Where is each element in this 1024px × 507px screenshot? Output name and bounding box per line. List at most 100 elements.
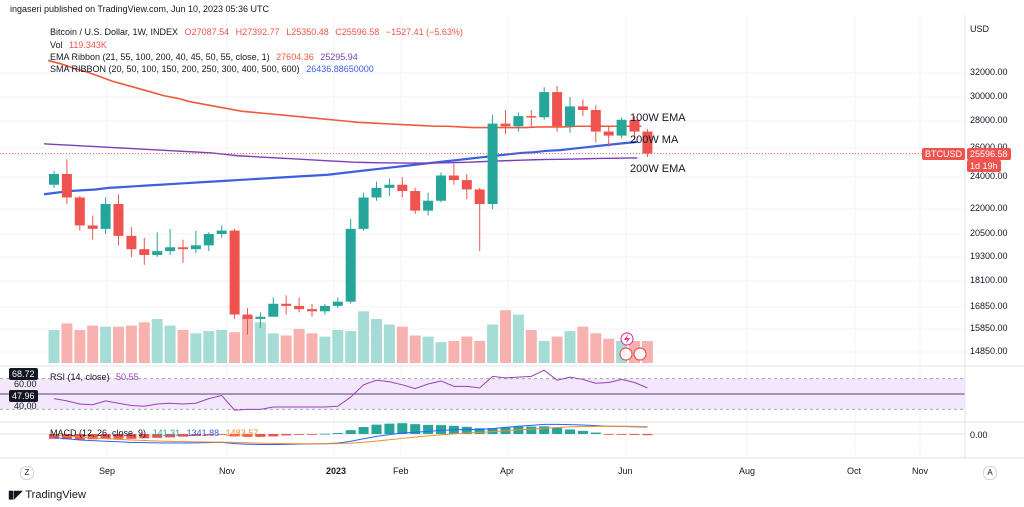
macd-hist-bar — [216, 434, 227, 435]
macd-hist-bar — [345, 430, 356, 434]
volume-bar — [254, 322, 266, 363]
macd-hist-bar — [152, 434, 163, 438]
candle — [384, 178, 395, 196]
volume-bar — [293, 328, 305, 363]
candle-body — [87, 225, 98, 229]
rsi-current-badge: 47.96 — [9, 390, 38, 402]
rsi-60-label: 60.00 — [14, 379, 37, 389]
macd-hist-bar — [616, 434, 627, 435]
rsi-40-label: 40.00 — [14, 401, 37, 411]
macd-line — [53, 423, 648, 446]
price-tick-label: 28000.00 — [970, 115, 1008, 125]
legend-sma-ribbon[interactable]: SMA RIBBON (20, 50, 100, 150, 200, 250, … — [50, 64, 374, 74]
volume-bar — [203, 331, 215, 363]
volume-bar — [358, 311, 370, 363]
macd-hist-bar — [203, 434, 214, 436]
candle — [190, 230, 201, 254]
countdown-badge: 1d 19h — [967, 160, 1001, 172]
tradingview-logo[interactable]: ▮◤ TradingView — [8, 488, 86, 501]
candle — [126, 227, 137, 257]
candle-body — [268, 303, 279, 317]
volume-bar — [138, 322, 150, 363]
axis-separators — [0, 15, 1024, 459]
candle-body — [577, 106, 588, 110]
price-tick-label: 20500.00 — [970, 228, 1008, 238]
candle-body — [474, 189, 485, 205]
volume-bar — [474, 341, 486, 363]
rsi-label: RSI (14, close) — [50, 372, 110, 382]
candle-body — [216, 230, 227, 234]
macd-hist-bar — [281, 434, 292, 436]
candle — [642, 128, 653, 158]
macd-hist-bar — [100, 434, 111, 440]
volume-bar — [267, 333, 279, 363]
zoom-left-button[interactable]: Z — [20, 466, 34, 480]
volume-bar — [48, 330, 60, 363]
macd-hist-bar — [268, 434, 279, 437]
candle-body — [590, 109, 601, 132]
time-tick-label: Sep — [99, 466, 116, 476]
candle-body — [113, 204, 124, 236]
candle-body — [165, 247, 176, 252]
price-tick-label: 24000.00 — [970, 171, 1008, 181]
candle-body — [255, 316, 266, 319]
volume-bar — [319, 336, 331, 363]
candle — [345, 218, 356, 304]
macd-hist-bar — [590, 432, 601, 434]
candle — [319, 303, 330, 315]
sma-ribbon-value: 26436.88650000 — [306, 64, 374, 74]
price-tick-label: 22000.00 — [970, 203, 1008, 213]
annotation-200w-ma[interactable]: 200W MA — [630, 134, 679, 146]
candle — [255, 312, 266, 328]
time-tick-label: Oct — [847, 466, 862, 476]
candle-body — [487, 123, 498, 205]
volume-bar — [151, 319, 163, 363]
zoom-right-button[interactable]: A — [983, 466, 997, 480]
event-icons[interactable] — [619, 332, 647, 361]
macd-legend[interactable]: MACD (12, 26, close, 9) 141.31 1341.88 1… — [50, 428, 258, 438]
volume-bar — [100, 326, 112, 363]
volume-bar — [113, 326, 124, 363]
candle-body — [629, 119, 640, 132]
candle — [178, 239, 188, 263]
ema-200w-line — [43, 143, 638, 164]
legend-symbol[interactable]: Bitcoin / U.S. Dollar, 1W, INDEX O27087.… — [50, 27, 463, 37]
macd-hist-bar — [423, 424, 434, 434]
macd-hist-bar — [332, 433, 343, 434]
tradingview-logo-icon: ▮◤ — [8, 489, 23, 501]
candlesticks[interactable] — [49, 86, 653, 335]
ohlc-high: H27392.77 — [235, 27, 280, 37]
annotation-100w-ema[interactable]: 100W EMA — [630, 112, 686, 124]
publisher-name[interactable]: ingaseri — [10, 4, 42, 14]
symbol-title: Bitcoin / U.S. Dollar, 1W, INDEX — [50, 27, 179, 37]
rsi-legend[interactable]: RSI (14, close) 50.55 — [50, 372, 139, 382]
signal-line — [53, 425, 648, 445]
macd-label: MACD (12, 26, close, 9) — [50, 428, 147, 438]
candle-body — [74, 197, 85, 226]
tradingview-logo-text: TradingView — [25, 489, 86, 501]
macd-hist-bar — [229, 434, 240, 437]
volume-bar — [164, 325, 176, 363]
macd-axis-zero: 0.00 — [970, 430, 988, 440]
candle — [526, 109, 537, 128]
candle-body — [139, 249, 150, 256]
candle — [152, 232, 163, 257]
volume-bar — [61, 323, 73, 363]
ema-100w-line — [47, 59, 642, 129]
legend-ema-ribbon[interactable]: EMA Ribbon (21, 55, 100, 200, 40, 45, 50… — [50, 52, 358, 62]
candle — [436, 172, 446, 203]
legend-volume[interactable]: Vol 119.343K — [50, 40, 107, 50]
last-symbol-badge: BTCUSD — [922, 148, 966, 160]
price-tick-label: 32000.00 — [970, 67, 1008, 77]
candle-body — [384, 184, 395, 188]
macd-hist-bar — [255, 434, 266, 437]
candle-body — [448, 175, 459, 181]
volume-bar — [345, 331, 357, 363]
candle — [268, 297, 279, 317]
annotation-200w-ema[interactable]: 200W EMA — [630, 163, 686, 175]
macd-hist-bar — [461, 426, 472, 434]
volume-bar — [190, 333, 202, 363]
candle — [423, 192, 434, 216]
volume-bar — [280, 335, 292, 363]
publisher-line: ingaseri published on TradingView.com, J… — [10, 4, 269, 14]
